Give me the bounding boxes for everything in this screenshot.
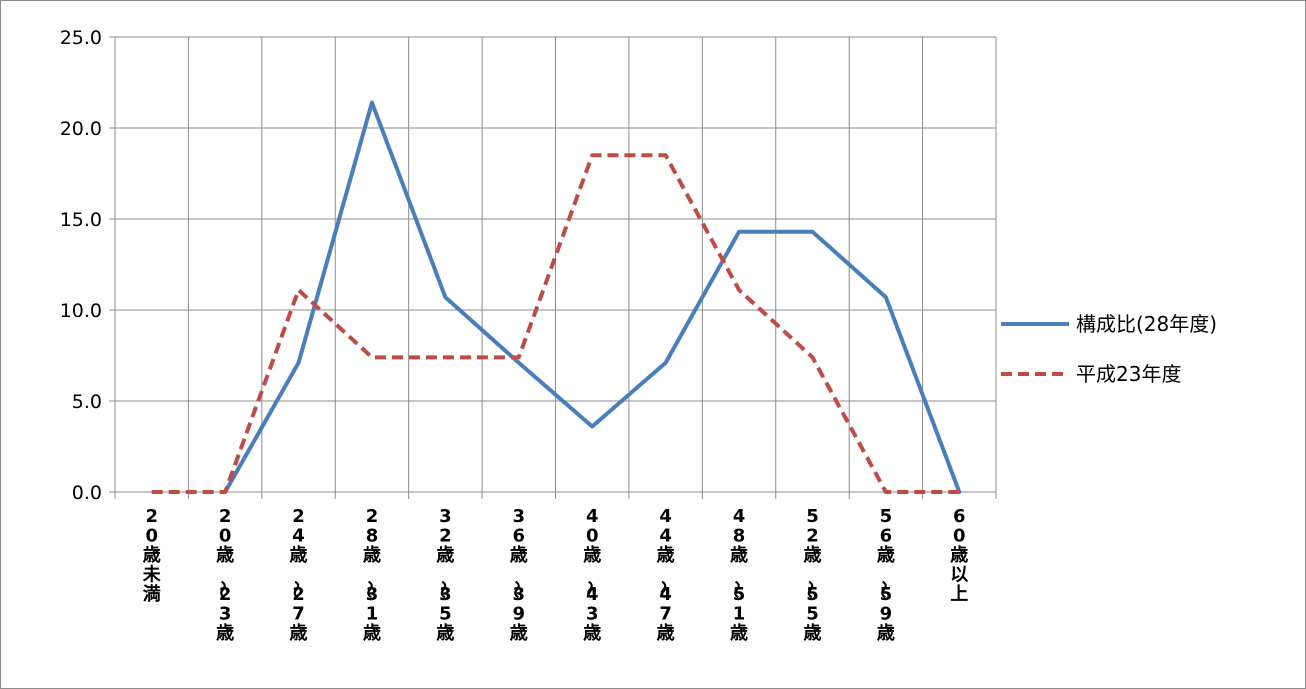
legend-label-2: 平成23年度 [1076, 362, 1181, 386]
grid-lines [115, 36, 997, 492]
y-tick-label: 10.0 [60, 300, 102, 322]
x-category-label: 4 8 歳〜5 1 歳 [725, 506, 748, 644]
x-category-label: 5 2 歳〜5 5 歳 [798, 506, 821, 644]
x-category-label: 4 0 歳〜4 3 歳 [578, 506, 601, 644]
x-category-label: 2 0 歳〜2 3 歳 [211, 506, 234, 644]
y-tick-label: 0.0 [72, 482, 102, 504]
x-category-label: 5 6 歳〜5 9 歳 [872, 506, 895, 644]
axes [109, 36, 997, 499]
x-category-label: 2 0 歳未満 [143, 506, 162, 605]
y-tick-label: 20.0 [60, 118, 102, 140]
x-category-label: 4 4 歳〜4 7 歳 [652, 506, 675, 644]
series-lines [151, 100, 962, 494]
x-category-label: 6 0 歳以上 [950, 506, 968, 605]
y-tick-label: 25.0 [60, 27, 102, 49]
legend-label-1: 構成比(28年度) [1076, 312, 1217, 336]
x-category-label: 3 2 歳〜3 5 歳 [431, 506, 454, 644]
y-tick-labels: 25.0 20.0 15.0 10.0 5.0 0.0 [60, 27, 102, 504]
series-line-1 [223, 100, 962, 494]
x-category-labels: 2 0 歳未満 2 0 歳〜2 3 歳 2 4 歳〜2 7 歳 2 8 歳〜3 1 歳 3 2 歳〜3 5 歳 3 6 歳〜3 9 歳… [143, 506, 969, 644]
x-category-label: 2 4 歳〜2 7 歳 [285, 506, 308, 644]
y-tick-label: 5.0 [72, 391, 102, 413]
x-category-label: 3 6 歳〜3 9 歳 [505, 506, 528, 644]
y-tick-label: 15.0 [60, 209, 102, 231]
legend: 構成比(28年度) 平成23年度 [1001, 312, 1217, 386]
x-category-label: 2 8 歳〜3 1 歳 [358, 506, 381, 644]
